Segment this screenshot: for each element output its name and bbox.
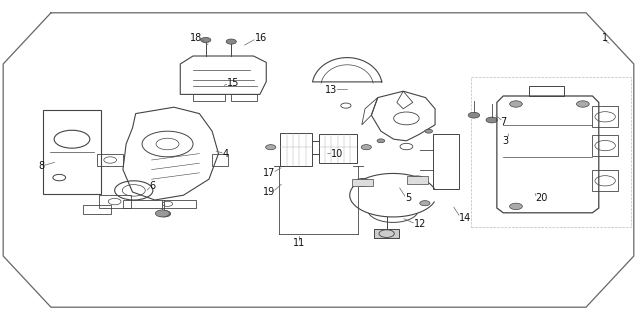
Circle shape <box>201 37 211 43</box>
Text: 18: 18 <box>190 33 203 44</box>
Text: 11: 11 <box>293 238 306 248</box>
Circle shape <box>266 145 276 150</box>
Text: 1: 1 <box>602 33 608 44</box>
Text: 4: 4 <box>223 148 229 159</box>
Circle shape <box>155 210 169 217</box>
Circle shape <box>420 201 430 206</box>
Circle shape <box>510 203 522 210</box>
Circle shape <box>226 39 236 44</box>
Circle shape <box>468 112 480 118</box>
Text: 16: 16 <box>255 33 267 44</box>
Polygon shape <box>352 179 373 186</box>
Circle shape <box>486 117 497 123</box>
Text: 7: 7 <box>501 116 507 127</box>
Circle shape <box>576 101 589 107</box>
Text: 10: 10 <box>331 148 343 159</box>
Text: 5: 5 <box>405 193 412 204</box>
Polygon shape <box>374 229 399 238</box>
Circle shape <box>361 145 371 150</box>
Circle shape <box>510 101 522 107</box>
Text: 13: 13 <box>326 84 338 95</box>
Text: 6: 6 <box>150 180 156 191</box>
Text: 12: 12 <box>414 219 426 229</box>
Text: 14: 14 <box>459 212 471 223</box>
Circle shape <box>158 211 171 217</box>
Text: 3: 3 <box>502 136 508 146</box>
Text: 15: 15 <box>227 78 239 88</box>
Text: 17: 17 <box>263 168 275 178</box>
Text: 8: 8 <box>38 161 45 172</box>
Text: 20: 20 <box>535 193 547 204</box>
Polygon shape <box>407 176 428 184</box>
Text: 19: 19 <box>263 187 275 197</box>
Circle shape <box>377 139 385 143</box>
Circle shape <box>425 129 433 133</box>
